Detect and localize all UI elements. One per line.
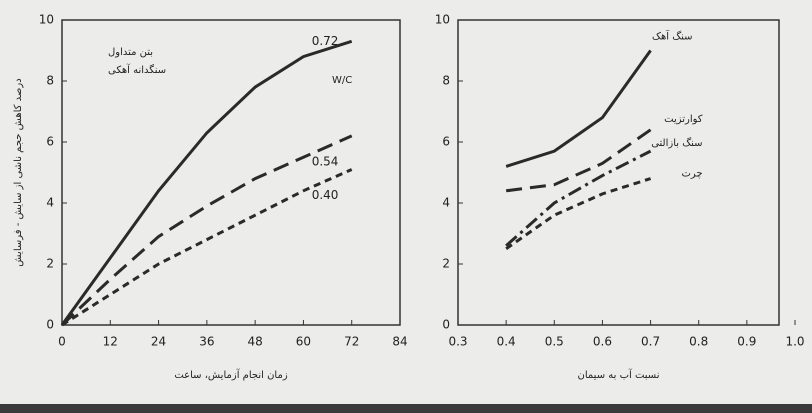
x-tick-label: 36 — [199, 335, 214, 349]
x-tick-label: 48 — [248, 335, 263, 349]
series-label: سنگ بازالتی — [651, 137, 702, 149]
plot-frame — [61, 19, 401, 326]
y-tick-label: 6 — [46, 135, 54, 149]
series-label: چرت — [681, 169, 702, 180]
series-label: 0.40 — [312, 188, 339, 202]
x-tick-label: 0.5 — [545, 335, 564, 349]
x-axis-label: نسبت آب به سیمان — [578, 368, 660, 381]
x-tick-label: 24 — [151, 335, 166, 349]
x-tick-label: 12 — [103, 335, 118, 349]
bottom-bar — [0, 404, 812, 413]
annotation: W/C — [332, 75, 352, 86]
series-label: 0.54 — [312, 154, 339, 168]
x-axis-label: زمان انجام آزمایش، ساعت — [174, 368, 288, 381]
x-tick-label: 0.9 — [737, 335, 756, 349]
series-label: 0.72 — [312, 34, 339, 48]
line-series — [505, 128, 652, 193]
y-tick-label: 10 — [435, 13, 450, 27]
line-series — [505, 177, 652, 250]
y-tick-label: 0 — [442, 318, 450, 332]
x-tick-label: 72 — [344, 335, 359, 349]
x-tick-label: 60 — [296, 335, 311, 349]
y-tick-label: 10 — [39, 13, 54, 27]
x-tick-label: 0.8 — [689, 335, 708, 349]
line-series — [505, 149, 652, 247]
x-tick-label: 0.3 — [448, 335, 467, 349]
y-tick-label: 4 — [46, 196, 54, 210]
series-label: کوارتزیت — [664, 114, 703, 125]
x-tick-label: 0.4 — [497, 335, 516, 349]
plot-frame — [457, 19, 780, 326]
x-tick-label: 0.7 — [641, 335, 660, 349]
x-tick-label: 84 — [392, 335, 407, 349]
x-tick-label: 0.6 — [593, 335, 612, 349]
y-tick-label: 4 — [442, 196, 450, 210]
line-series — [505, 49, 652, 168]
y-axis-label: درصد کاهش حجم ناشی از سایش - فرسایش — [13, 78, 24, 266]
y-tick-label: 8 — [46, 74, 54, 88]
y-tick-label: 2 — [46, 257, 54, 271]
y-tick-label: 0 — [46, 318, 54, 332]
line-series — [60, 39, 353, 326]
y-tick-label: 8 — [442, 74, 450, 88]
line-series — [60, 134, 353, 327]
x-tick-label: 0 — [58, 335, 66, 349]
annotation: سنگدانه آهکی — [108, 63, 166, 76]
series-label: سنگ آهک — [652, 30, 693, 43]
y-tick-label: 6 — [442, 135, 450, 149]
annotation: بتن متداول — [108, 47, 153, 58]
y-tick-label: 2 — [442, 257, 450, 271]
line-series — [61, 168, 353, 327]
x-tick-label: 1.0 — [785, 335, 804, 349]
